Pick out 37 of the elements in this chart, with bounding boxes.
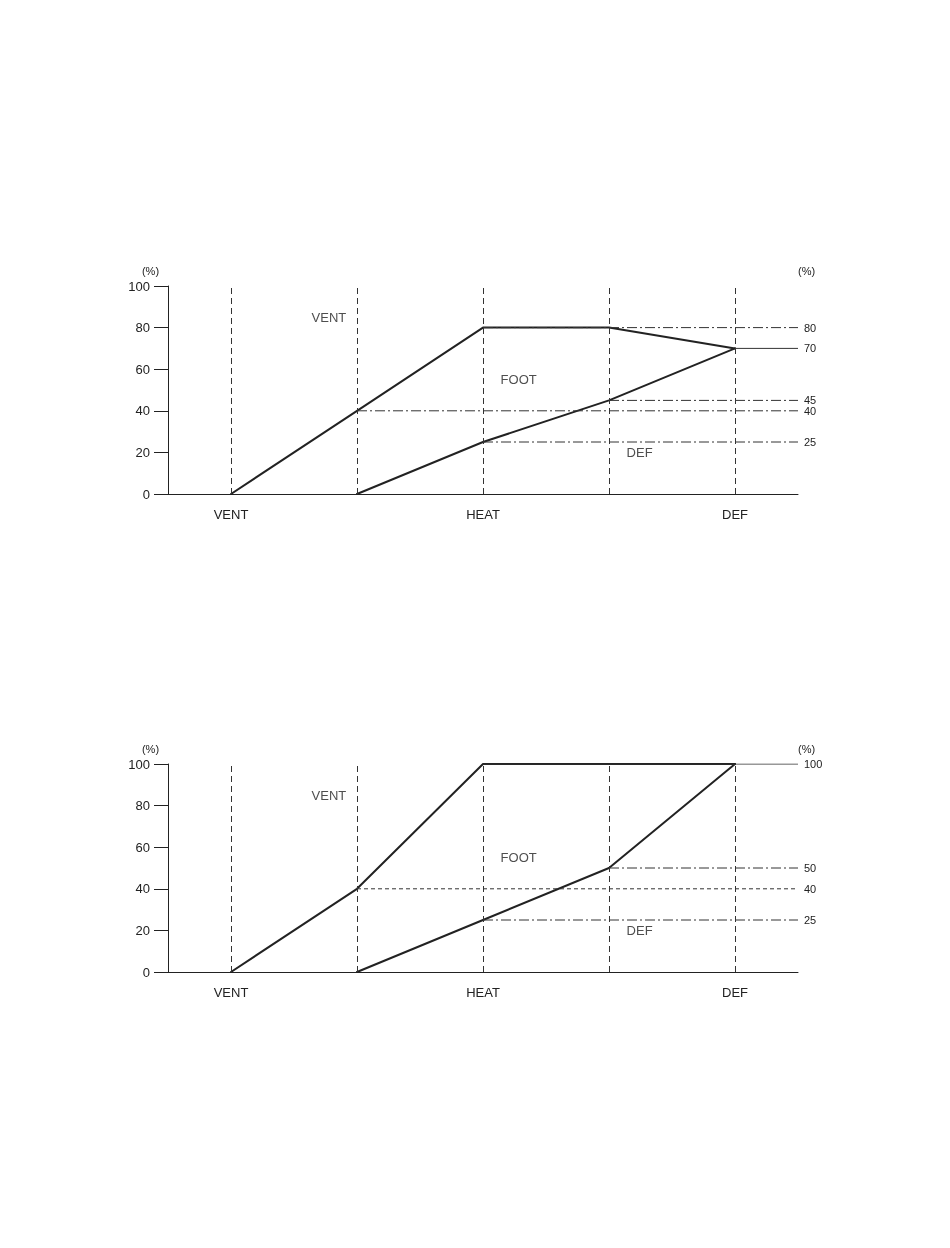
- y2-tick-label: 25: [804, 914, 817, 926]
- y-tick-label: 20: [135, 444, 150, 460]
- x-tick-label: VENT: [213, 507, 249, 522]
- y2-tick-label: 100: [804, 758, 823, 770]
- annotation: VENT: [311, 787, 347, 803]
- x-tick-label: DEF: [722, 507, 749, 522]
- y-tick-label: 80: [135, 320, 150, 336]
- y2-tick-label: 45: [804, 394, 817, 407]
- x-tick-label: VENT: [213, 985, 249, 1000]
- annotation: FOOT: [500, 372, 537, 388]
- annotation: DEF: [626, 922, 653, 938]
- x-tick-label: HEAT: [466, 985, 500, 1000]
- annotation: FOOT: [500, 850, 537, 866]
- x-tick-label: DEF: [722, 985, 749, 1000]
- y2-tick-label: 70: [804, 342, 817, 355]
- y-tick-label: 20: [135, 922, 150, 938]
- y-tick-label: 0: [142, 964, 150, 980]
- y2-tick-label: 25: [804, 436, 817, 448]
- y2-tick-label: 40: [804, 404, 817, 417]
- y-tick-label: 60: [135, 839, 150, 855]
- y2-axis-title: (%): [798, 742, 816, 755]
- y-tick-label: 0: [142, 486, 150, 502]
- y2-tick-label: 40: [804, 882, 817, 895]
- x-tick-label: HEAT: [466, 507, 500, 522]
- y2-tick-label: 80: [804, 321, 817, 334]
- annotation: VENT: [311, 309, 347, 325]
- y2-tick-label: 50: [804, 862, 817, 874]
- y-tick-label: 40: [135, 403, 150, 419]
- y-tick-label: 60: [135, 361, 150, 377]
- y-tick-label: 40: [135, 881, 150, 897]
- annotation: DEF: [626, 444, 653, 460]
- y-axis-title: (%): [141, 264, 160, 277]
- y-tick-label: 100: [128, 756, 150, 772]
- y-tick-label: 100: [128, 278, 150, 294]
- y2-axis-title: (%): [798, 264, 816, 277]
- y-axis-title: (%): [141, 742, 160, 755]
- y-tick-label: 80: [135, 798, 150, 814]
